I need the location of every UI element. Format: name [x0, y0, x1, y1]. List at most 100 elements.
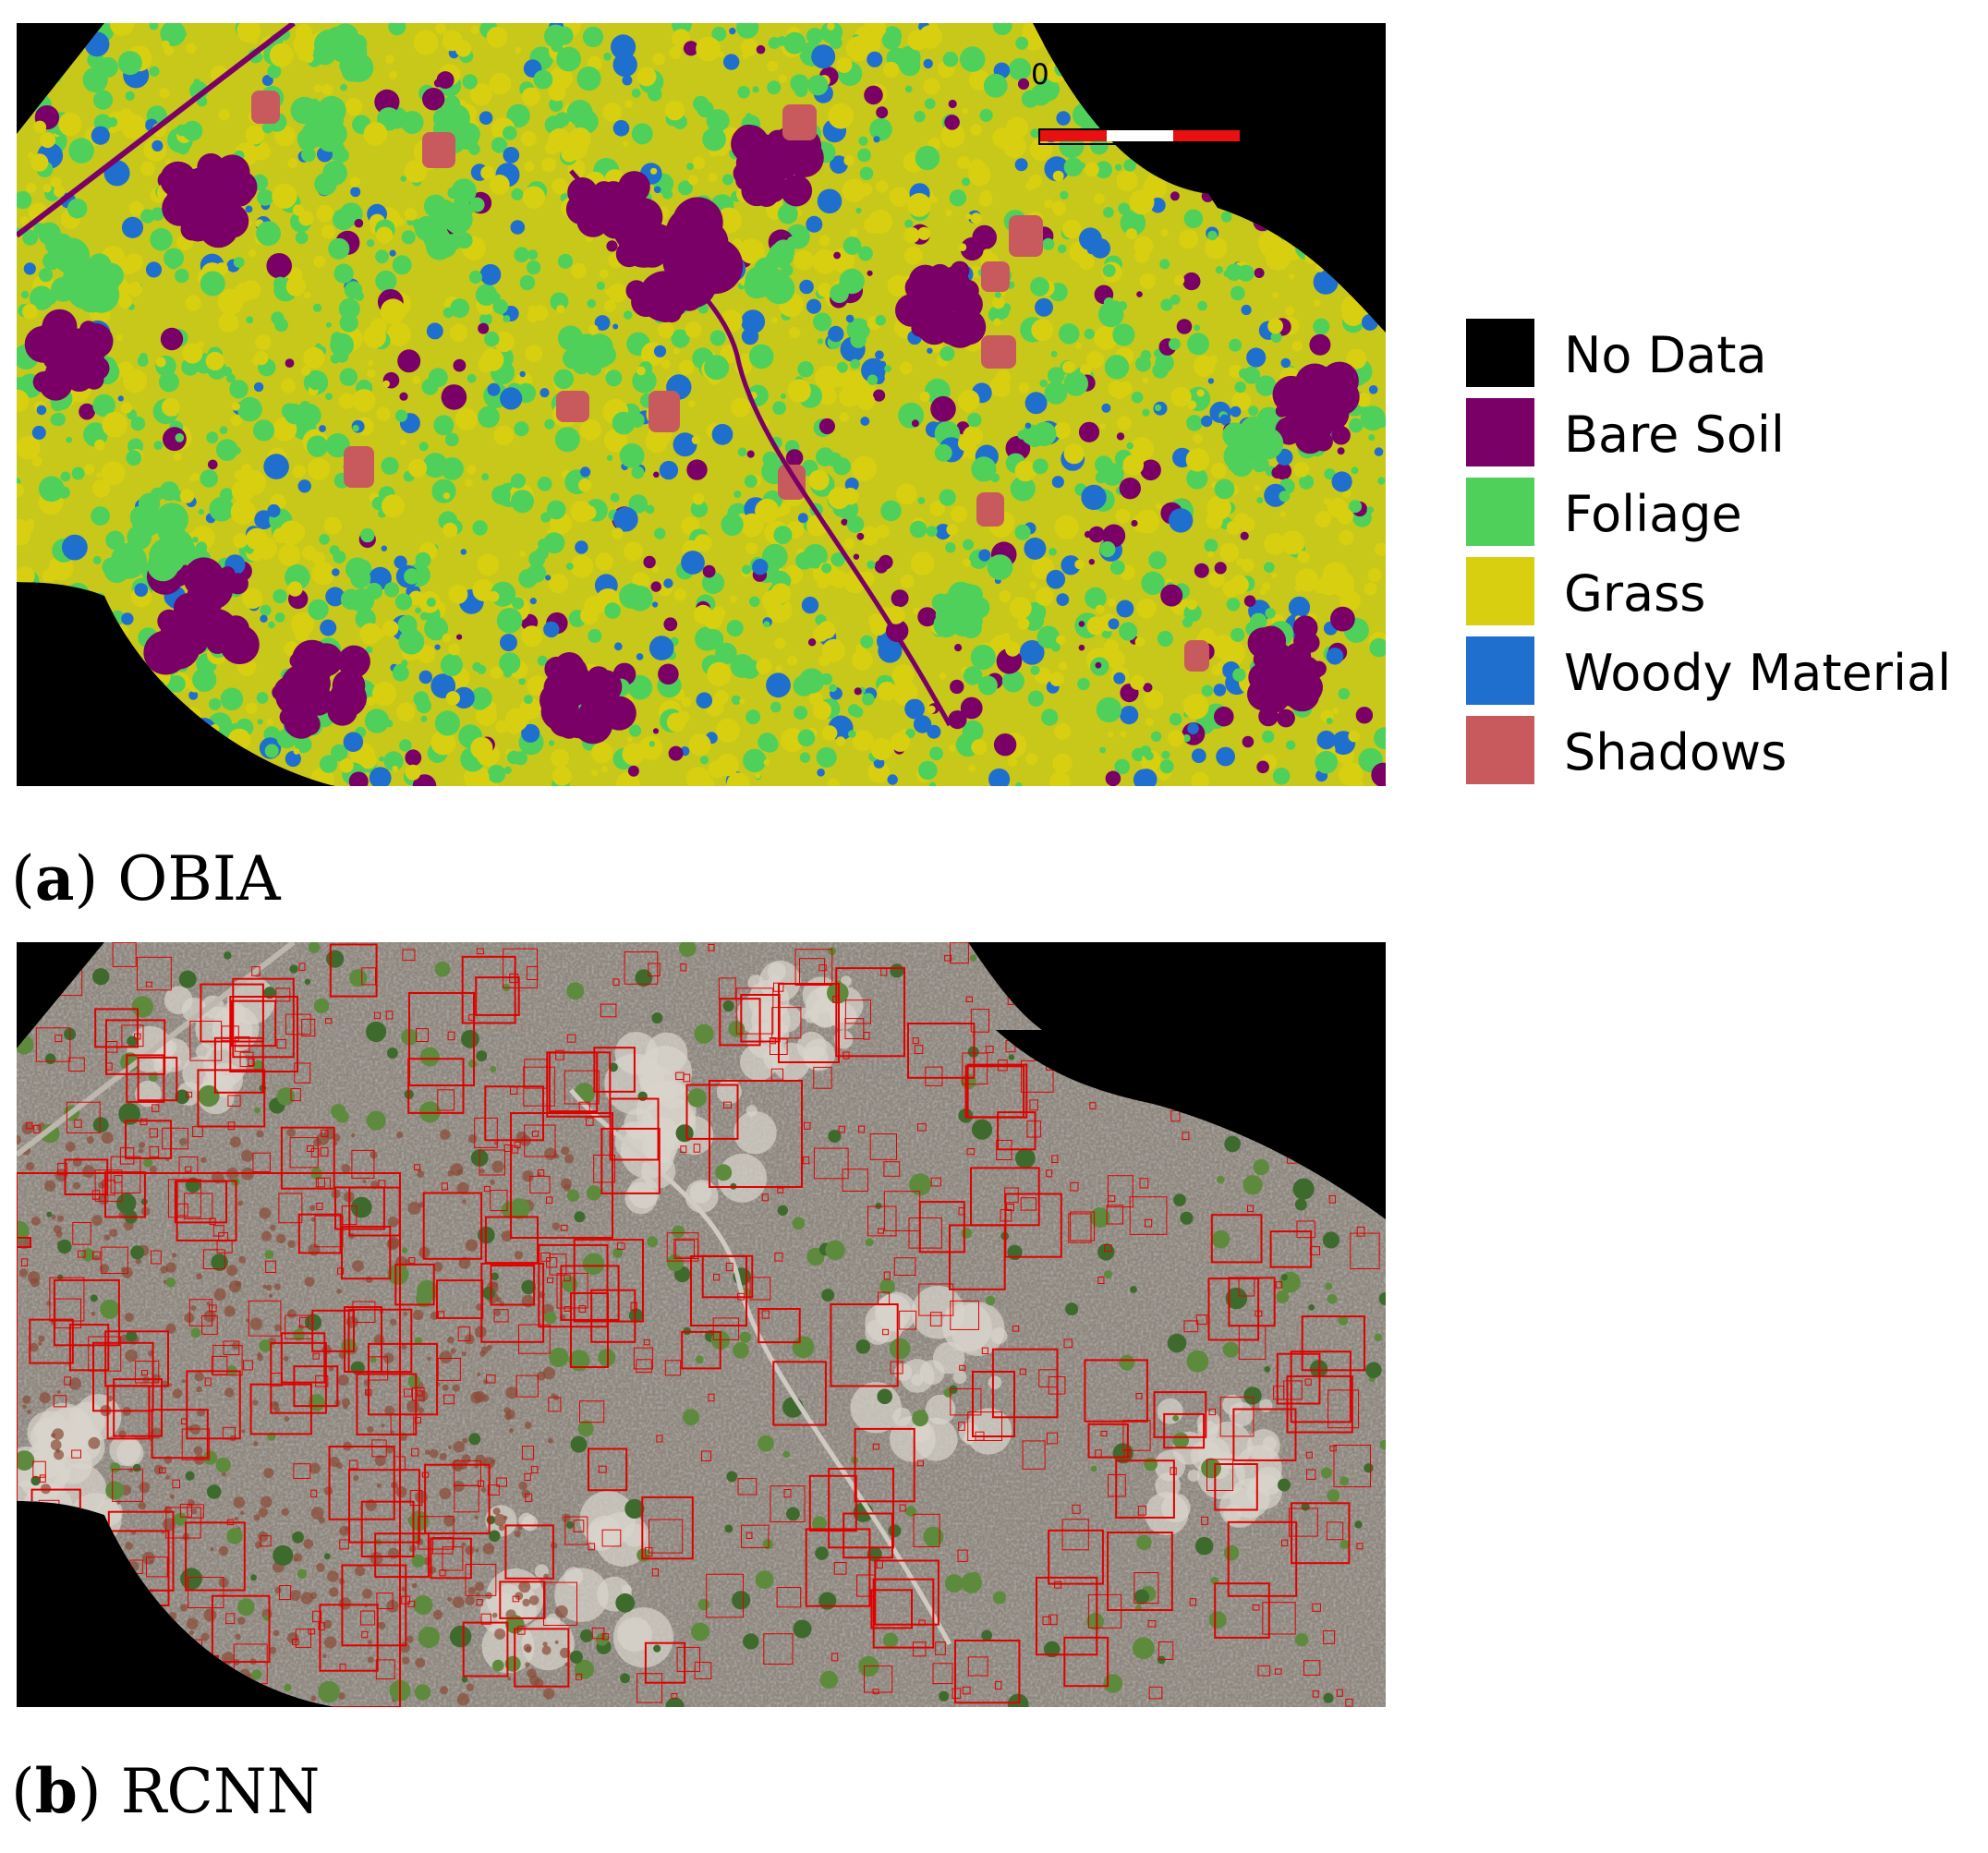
obia-pixel-cluster: [571, 262, 587, 279]
detection-box: [997, 1111, 1036, 1151]
obia-pixel-cluster: [688, 175, 698, 186]
obia-pixel-cluster: [478, 322, 490, 334]
dry-shrub: [310, 1507, 324, 1520]
obia-pixel-cluster: [624, 100, 633, 108]
dry-shrub: [522, 1170, 534, 1182]
obia-pixel-cluster: [1369, 637, 1386, 658]
detection-box: [1072, 1504, 1081, 1514]
detection-box: [320, 1147, 329, 1157]
obia-pixel-cluster: [1234, 381, 1246, 394]
obia-pixel-cluster: [303, 291, 311, 299]
detection-box: [588, 1447, 628, 1492]
dry-shrub: [196, 1386, 202, 1393]
legend-label: Shadows: [1564, 723, 1788, 781]
dry-shrub: [368, 1640, 372, 1645]
detection-box: [578, 1305, 587, 1313]
obia-pixel-cluster: [360, 527, 375, 543]
dry-shrub: [341, 1398, 350, 1407]
detection-box: [914, 1045, 924, 1055]
dry-shrub: [396, 1131, 404, 1139]
green-shrub: [909, 1173, 932, 1196]
obia-pixel-cluster: [149, 23, 159, 30]
obia-pixel-cluster: [827, 23, 835, 30]
obia-pixel-cluster: [1295, 568, 1319, 592]
obia-pixel-cluster: [746, 450, 755, 458]
detection-box: [373, 1011, 382, 1020]
detection-box: [411, 1447, 419, 1457]
obia-pixel-cluster: [616, 771, 640, 786]
obia-pixel-cluster: [645, 430, 668, 454]
obia-pixel-cluster: [1271, 466, 1284, 479]
detection-box: [1026, 1120, 1041, 1138]
bare-soil-patch: [333, 687, 359, 713]
obia-pixel-cluster: [1248, 406, 1259, 417]
detection-box: [104, 1330, 169, 1387]
detection-box: [1048, 1529, 1104, 1585]
dry-shrub: [218, 1545, 229, 1556]
dry-shrub: [461, 1542, 467, 1547]
obia-pixel-cluster: [683, 41, 699, 56]
detection-box: [706, 1573, 745, 1618]
detection-box: [280, 1126, 335, 1190]
detection-box: [312, 1610, 322, 1623]
bare-ground-patch: [564, 1567, 584, 1587]
green-shrub: [793, 1619, 812, 1639]
green-shrub: [419, 1047, 440, 1067]
obia-pixel-cluster: [350, 187, 361, 198]
obia-pixel-cluster: [818, 386, 837, 406]
detection-box: [374, 1532, 430, 1579]
detection-box: [368, 1356, 389, 1381]
obia-pixel-cluster: [1280, 357, 1291, 369]
obia-pixel-cluster: [1272, 768, 1291, 785]
obia-pixel-cluster: [1131, 391, 1144, 404]
bare-ground-patch: [624, 1181, 657, 1215]
detection-box: [600, 1003, 617, 1018]
obia-pixel-cluster: [850, 332, 867, 348]
obia-pixel-cluster: [741, 309, 766, 334]
obia-pixel-cluster: [231, 479, 255, 503]
dry-shrub: [54, 1449, 65, 1460]
obia-pixel-cluster: [548, 573, 569, 594]
obia-pixel-cluster: [522, 186, 546, 209]
obia-pixel-cluster: [1123, 159, 1136, 172]
obia-pixel-cluster: [1214, 478, 1235, 500]
obia-pixel-cluster: [503, 126, 517, 140]
obia-pixel-cluster: [1039, 379, 1048, 388]
obia-pixel-cluster: [366, 239, 375, 248]
obia-pixel-cluster: [257, 188, 274, 206]
obia-pixel-cluster: [1185, 448, 1210, 472]
obia-pixel-cluster: [766, 672, 791, 698]
shadow-patch: [1009, 215, 1043, 257]
detection-box: [480, 1262, 545, 1343]
obia-pixel-cluster: [714, 689, 729, 705]
obia-pixel-cluster: [860, 417, 870, 426]
dry-shrub: [194, 1372, 204, 1382]
dry-shrub: [316, 1563, 325, 1572]
obia-pixel-cluster: [827, 452, 842, 467]
legend-swatch: [1466, 557, 1534, 625]
obia-pixel-cluster: [1010, 476, 1036, 502]
obia-pixel-cluster: [79, 403, 95, 420]
obia-pixel-cluster: [795, 551, 814, 570]
obia-pixel-cluster: [1136, 291, 1143, 297]
obia-pixel-cluster: [1201, 684, 1214, 697]
obia-pixel-cluster: [381, 545, 387, 551]
obia-pixel-cluster: [1103, 297, 1115, 309]
obia-pixel-cluster: [652, 601, 659, 608]
shadow-patch: [981, 261, 1010, 292]
obia-pixel-cluster: [229, 380, 248, 399]
dry-shrub: [479, 1350, 486, 1357]
obia-pixel-cluster: [185, 295, 201, 311]
obia-pixel-cluster: [836, 57, 853, 73]
detection-box: [318, 1622, 325, 1630]
dry-shrub: [86, 1136, 94, 1144]
detection-box: [838, 1125, 845, 1133]
obia-pixel-cluster: [874, 560, 889, 574]
scale-segment-2: [1107, 128, 1173, 141]
green-shrub: [1090, 1465, 1097, 1472]
obia-pixel-cluster: [715, 718, 740, 743]
obia-pixel-cluster: [678, 359, 695, 376]
detection-box: [808, 1474, 857, 1532]
detection-box: [371, 1439, 387, 1458]
detection-box: [94, 1008, 139, 1048]
